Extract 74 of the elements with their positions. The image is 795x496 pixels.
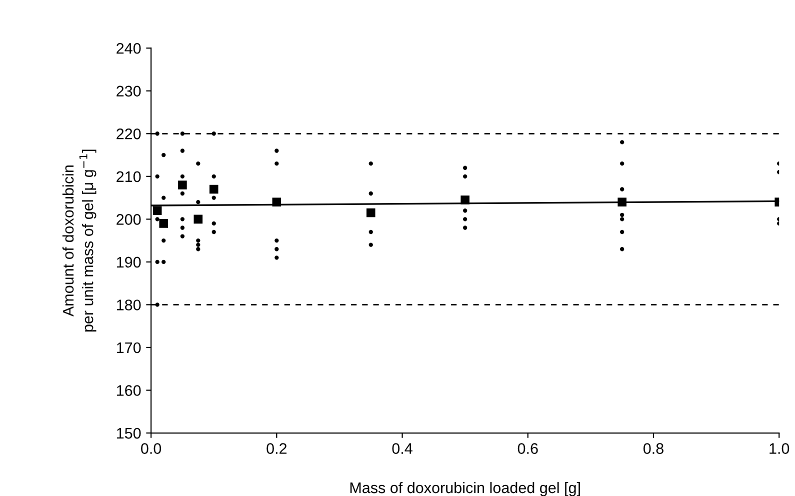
text: 1.0 [770, 443, 790, 454]
point [620, 212, 624, 217]
point [462, 217, 468, 222]
y-tick-label: 190 [117, 256, 141, 268]
point [162, 238, 166, 243]
point [196, 161, 200, 166]
point [274, 238, 279, 243]
point [618, 198, 626, 206]
y-tick-label: 210 [116, 171, 141, 182]
point [368, 242, 373, 247]
point [159, 219, 168, 228]
point [155, 174, 160, 178]
y-tick-label: 230 [116, 86, 141, 97]
y-tick-label: 180 [117, 300, 141, 310]
x-axis-title: Mass of doxorubicin loaded gel [g] [350, 482, 580, 496]
point [212, 221, 216, 226]
point [155, 217, 160, 222]
y-tick-label: 220 [116, 128, 141, 140]
x-tick-label: 0.2 [266, 443, 287, 454]
y-tick-label: 200 [116, 214, 141, 225]
point [194, 214, 203, 224]
point [274, 148, 279, 153]
point [212, 132, 216, 136]
point [620, 187, 624, 192]
point [162, 196, 166, 200]
point [620, 140, 624, 144]
point [180, 217, 185, 222]
point [620, 230, 624, 234]
point [155, 302, 160, 307]
text: 0.0 [141, 443, 162, 454]
point [180, 148, 185, 153]
point [180, 174, 185, 178]
y-axis-title: Amount of doxorubicin per unit mass of gel [μ g$^{−1}$] [62, 150, 96, 332]
point [274, 161, 279, 166]
point [368, 191, 373, 196]
point [620, 161, 624, 166]
point [162, 152, 166, 158]
point [366, 208, 376, 218]
point [152, 206, 162, 216]
point [196, 247, 200, 252]
point [462, 166, 468, 170]
y-tick-label: 160 [117, 385, 141, 396]
point [462, 226, 468, 230]
point [180, 226, 185, 230]
point [178, 180, 187, 190]
point [274, 247, 279, 252]
point [212, 196, 216, 200]
point [274, 256, 279, 260]
point [212, 174, 216, 178]
point [460, 196, 470, 204]
point [620, 217, 624, 222]
y-tick-label: 170 [117, 342, 141, 354]
point [155, 132, 160, 136]
point [272, 198, 282, 206]
point [155, 260, 160, 264]
point [196, 200, 200, 204]
point [620, 247, 624, 252]
point [180, 132, 185, 136]
point [462, 208, 468, 213]
point [209, 184, 218, 194]
point [368, 230, 373, 234]
point [462, 174, 468, 178]
y-tick-label: 150 [117, 428, 141, 439]
point [180, 234, 185, 238]
point [368, 161, 373, 166]
point [196, 242, 200, 247]
point [162, 260, 166, 264]
point [180, 191, 185, 196]
x-tick-label: 0.4 [392, 443, 412, 454]
x-tick-label: 0.6 [518, 443, 538, 454]
y-tick-label: 240 [116, 42, 141, 54]
point [196, 238, 200, 243]
point [212, 230, 216, 234]
x-tick-label: 0.8 [643, 443, 664, 454]
